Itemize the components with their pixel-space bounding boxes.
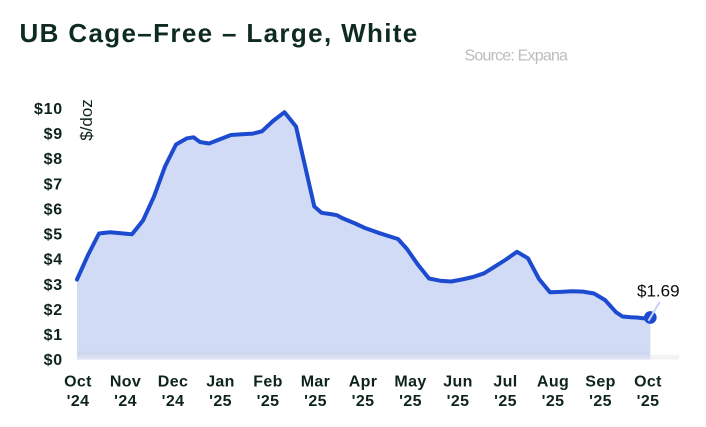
svg-text:$6: $6 (44, 202, 63, 219)
svg-text:$4: $4 (44, 252, 63, 269)
svg-text:$2: $2 (44, 302, 63, 319)
svg-text:$/doz: $/doz (77, 99, 96, 141)
svg-text:$1.69: $1.69 (637, 282, 680, 301)
svg-text:$10: $10 (34, 101, 63, 118)
svg-text:$0: $0 (44, 352, 63, 369)
svg-text:$5: $5 (44, 227, 63, 244)
svg-text:$1: $1 (44, 327, 63, 344)
svg-text:$3: $3 (44, 277, 63, 294)
svg-text:Source: Expana: Source: Expana (465, 48, 569, 65)
svg-text:$8: $8 (44, 151, 63, 168)
svg-text:UB Cage–Free – Large, White: UB Cage–Free – Large, White (20, 18, 419, 48)
svg-text:$7: $7 (44, 176, 63, 193)
svg-text:$9: $9 (44, 126, 63, 143)
